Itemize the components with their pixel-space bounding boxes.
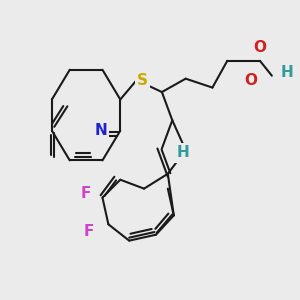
Text: N: N <box>94 123 107 138</box>
Text: H: H <box>281 65 293 80</box>
Text: O: O <box>244 73 258 88</box>
Text: S: S <box>137 73 148 88</box>
Text: H: H <box>176 146 189 160</box>
Text: F: F <box>81 186 91 201</box>
Text: F: F <box>84 224 94 239</box>
Text: O: O <box>254 40 266 55</box>
